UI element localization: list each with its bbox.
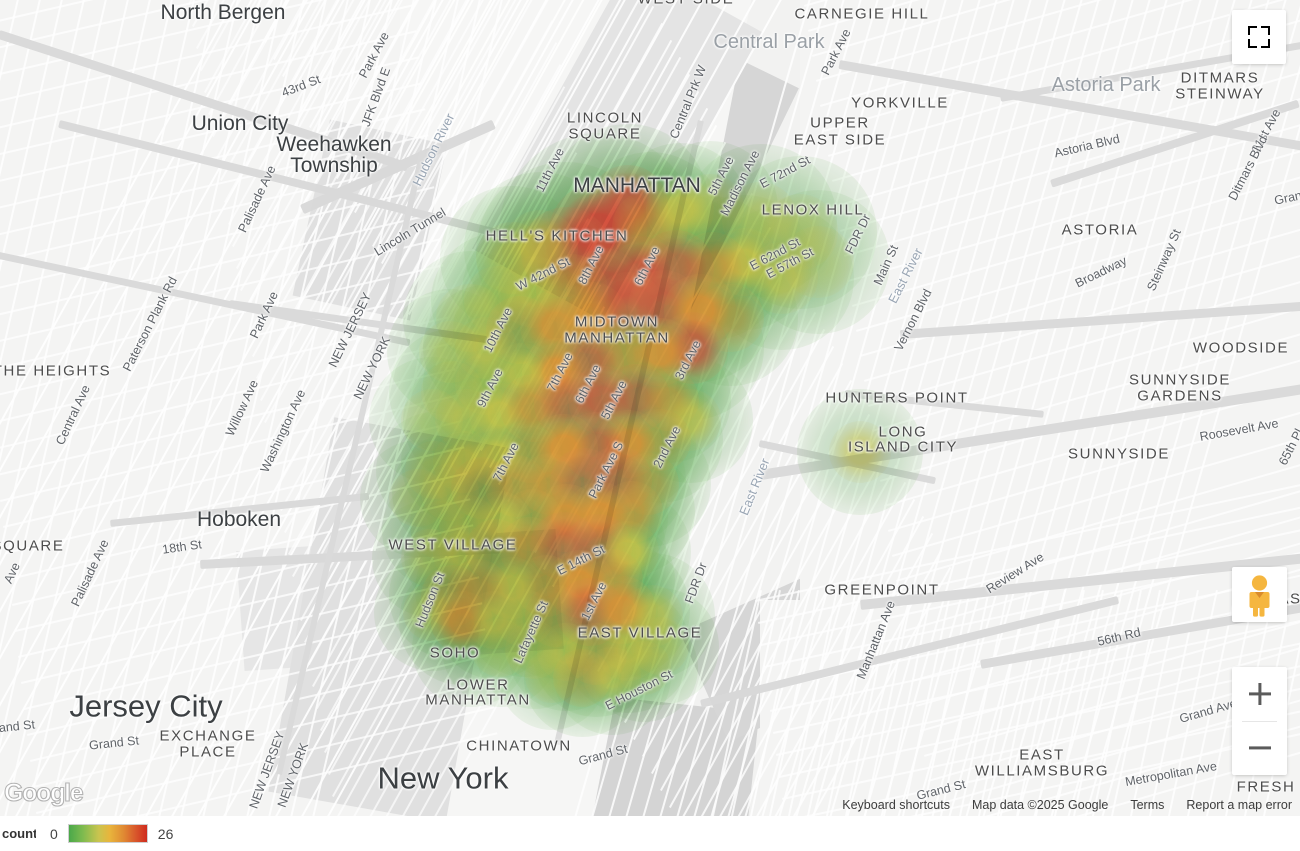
legend-min-value: 0: [50, 825, 58, 842]
fullscreen-button[interactable]: [1232, 10, 1286, 64]
map-attribution: Keyboard shortcuts Map data ©2025 Google…: [0, 794, 1300, 816]
keyboard-shortcuts-link[interactable]: Keyboard shortcuts: [842, 798, 950, 812]
legend-max-value: 26: [157, 825, 174, 842]
fullscreen-icon: [1248, 26, 1270, 48]
zoom-in-button[interactable]: [1232, 667, 1287, 721]
zoom-controls[interactable]: [1232, 667, 1287, 775]
terms-link[interactable]: Terms: [1130, 798, 1165, 812]
zoom-out-button[interactable]: [1232, 721, 1287, 775]
plus-icon-vertical: [1257, 683, 1262, 705]
legend-title: count: [2, 826, 38, 841]
legend-gradient-bar: [67, 824, 148, 843]
report-map-error-link[interactable]: Report a map error: [1186, 798, 1292, 812]
zoom-divider: [1242, 721, 1277, 722]
minus-icon: [1248, 746, 1271, 750]
legend-panel: 0 26: [36, 816, 251, 851]
street-view-pegman-button[interactable]: [1232, 567, 1287, 622]
map-data-copyright: Map data ©2025 Google: [971, 798, 1109, 812]
pegman-icon: [1249, 575, 1270, 617]
map-canvas[interactable]: New York Jersey City North Bergen Union Cit…: [0, 0, 1300, 816]
